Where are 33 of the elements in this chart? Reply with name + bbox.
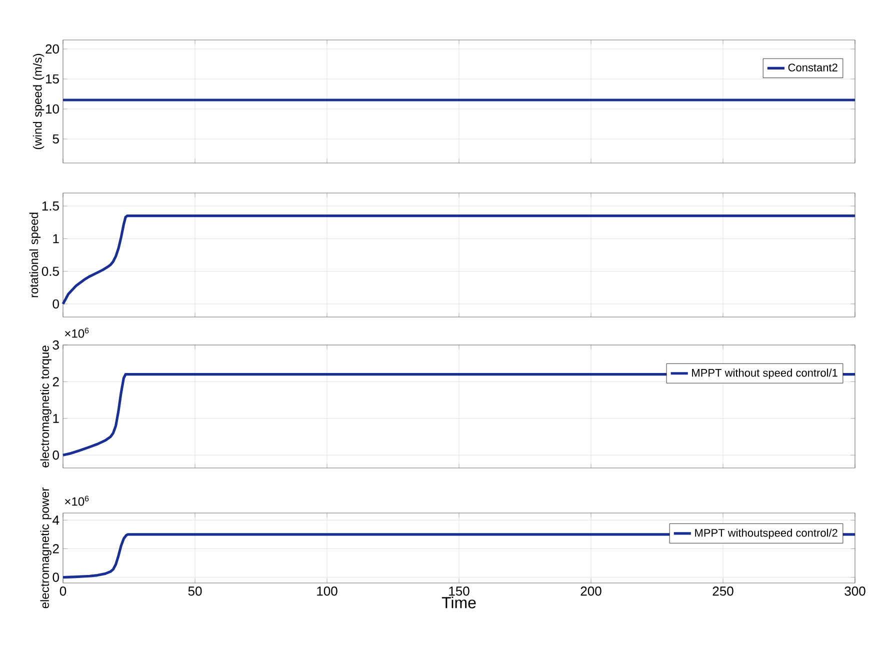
x-tick-label: 50 (188, 586, 202, 596)
y-tick-label: 0 (52, 572, 59, 582)
x-axis-title: Time (442, 596, 476, 608)
y-tick-label: 1 (53, 234, 59, 244)
y-tick-label: 3 (52, 340, 59, 350)
y-tick-label: 0 (52, 299, 59, 309)
y-axis-title: (wind speed (m/s) (32, 54, 44, 150)
y-tick-label: 15 (46, 74, 59, 84)
y-tick-label: 2 (52, 377, 59, 386)
text: ×10$^{6}$ (65, 328, 89, 338)
y-tick-label: 0 (52, 450, 59, 460)
text: ×10$^{6}$ (65, 496, 89, 506)
y-tick-label: 1.5 (42, 202, 59, 211)
y-tick-label: 5 (52, 134, 59, 144)
y-tick-label: 2 (52, 544, 59, 554)
legend-label: MPPT without speed control/1 (692, 368, 838, 379)
y-tick-label: 20 (46, 44, 59, 54)
y-axis-title: electromagnetic power (40, 488, 52, 608)
y-tick-label: 10 (46, 104, 59, 114)
x-tick-label: 250 (712, 586, 734, 596)
x-tick-label: 300 (844, 586, 866, 596)
x-tick-label: 100 (317, 586, 338, 596)
y-tick-label: 4 (52, 516, 60, 525)
x-tick-label: 0 (60, 586, 66, 596)
y-tick-label: 1 (53, 414, 59, 423)
legend-label: Constant2 (788, 64, 838, 72)
x-tick-label: 150 (449, 586, 470, 596)
x-tick-label: 200 (580, 586, 602, 596)
y-tick-label: 0.5 (42, 266, 59, 276)
y-axis-title: electromagnetic torque (40, 346, 52, 468)
line-series (62, 214, 856, 306)
legend-label: MPPT withoutspeed control/2 (695, 528, 838, 539)
y-axis-title: rotational speed (29, 212, 41, 298)
